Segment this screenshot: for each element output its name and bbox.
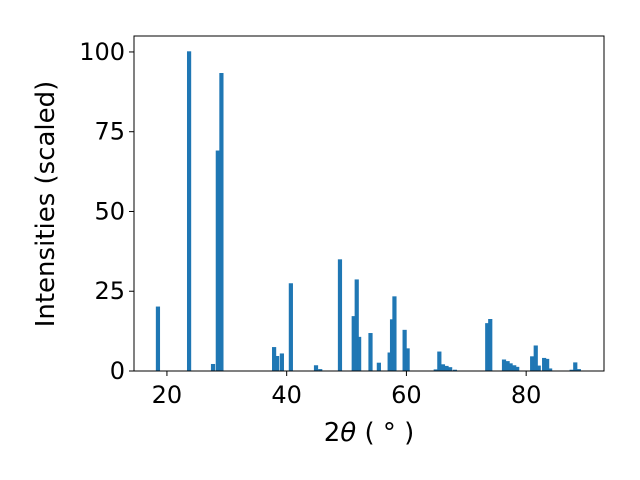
bar [448, 367, 453, 371]
x-tick-label: 20 [152, 381, 183, 409]
bar [313, 365, 319, 371]
bar [444, 365, 449, 371]
bar [573, 362, 578, 371]
y-tick-label: 75 [94, 118, 125, 146]
bar [485, 323, 490, 371]
y-tick-label: 50 [94, 197, 125, 225]
axes-frame [133, 35, 605, 372]
bar [569, 369, 574, 371]
bar [405, 348, 410, 371]
x-tick-label: 80 [511, 381, 542, 409]
bar [389, 319, 395, 371]
bar [536, 365, 541, 371]
y-axis-label: Intensities (scaled) [31, 81, 61, 328]
bar [508, 363, 513, 371]
y-tick-label: 0 [110, 357, 125, 385]
bar [512, 365, 517, 371]
bar [368, 333, 373, 371]
bar [452, 369, 458, 371]
y-ticks: 0 25 50 75 100 [79, 38, 134, 385]
bar [488, 319, 493, 371]
bar [351, 316, 356, 371]
bar [357, 336, 362, 371]
bar [545, 358, 550, 371]
bar [275, 356, 280, 371]
x-axis-label-unit: ( ° ) [356, 418, 414, 448]
bar [215, 150, 220, 371]
bar [533, 345, 538, 371]
bar [501, 359, 507, 371]
bar [186, 51, 192, 372]
bar [548, 368, 553, 371]
bar [279, 353, 284, 371]
x-tick-label: 40 [271, 381, 302, 409]
bar [542, 357, 547, 371]
y-tick-label: 25 [94, 277, 125, 305]
bar [437, 351, 442, 371]
bar [433, 369, 438, 371]
bar [387, 352, 392, 371]
x-axis-label-theta: θ [340, 418, 356, 448]
bar [530, 356, 535, 371]
bar [318, 369, 323, 371]
bar [354, 279, 359, 371]
bar [402, 329, 407, 371]
x-axis-label: 2θ ( ° ) [324, 418, 415, 448]
x-tick-label: 60 [391, 381, 422, 409]
bar [272, 347, 277, 371]
bars-group [155, 51, 581, 372]
bar [155, 306, 161, 371]
x-ticks: 20 40 60 80 [152, 371, 542, 409]
y-tick-label: 100 [79, 38, 125, 66]
bar [219, 73, 224, 371]
bar [376, 362, 381, 371]
bar [505, 361, 510, 371]
bar [288, 283, 293, 371]
bar [515, 366, 520, 371]
bar [392, 296, 397, 371]
bar [337, 259, 343, 371]
bar [210, 363, 216, 371]
bar [576, 369, 581, 371]
x-axis-label-prefix: 2 [324, 418, 341, 448]
bar [440, 364, 446, 371]
